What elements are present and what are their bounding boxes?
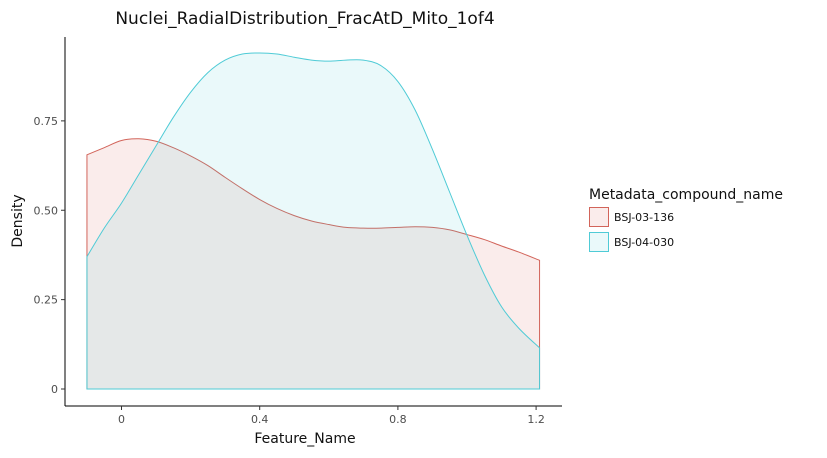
x-tick-label: 0.4: [251, 413, 269, 426]
y-tick-label: 0: [51, 383, 58, 396]
legend-label-bsj-03-136: BSJ-03-136: [614, 211, 674, 224]
y-axis-title: Density: [10, 194, 26, 247]
x-axis-title: Feature_Name: [254, 431, 355, 447]
x-tick-label: 0.8: [389, 413, 407, 426]
legend-title: Metadata_compound_name: [589, 187, 783, 203]
legend: Metadata_compound_name BSJ-03-136 BSJ-04-…: [589, 187, 783, 252]
series-layer: [86, 52, 541, 390]
density-area-bsj-04-030: [86, 52, 541, 390]
x-axis-ticks: 0 0.4 0.8 1.2: [118, 406, 545, 426]
density-area-bsj-03-136: [86, 138, 541, 390]
y-tick-label: 0.50: [34, 204, 59, 217]
x-tick-label: 0: [118, 413, 125, 426]
y-tick-label: 0.25: [34, 294, 59, 307]
x-tick-label: 1.2: [527, 413, 545, 426]
chart-title: Nuclei_RadialDistribution_FracAtD_Mito_1…: [115, 9, 494, 29]
legend-label-bsj-04-030: BSJ-04-030: [614, 236, 674, 249]
legend-swatch-bsj-04-030: [589, 232, 609, 252]
y-axis-ticks: 0 0.25 0.50 0.75: [34, 115, 65, 396]
y-tick-label: 0.75: [34, 115, 59, 128]
legend-swatch-bsj-03-136: [589, 207, 609, 227]
